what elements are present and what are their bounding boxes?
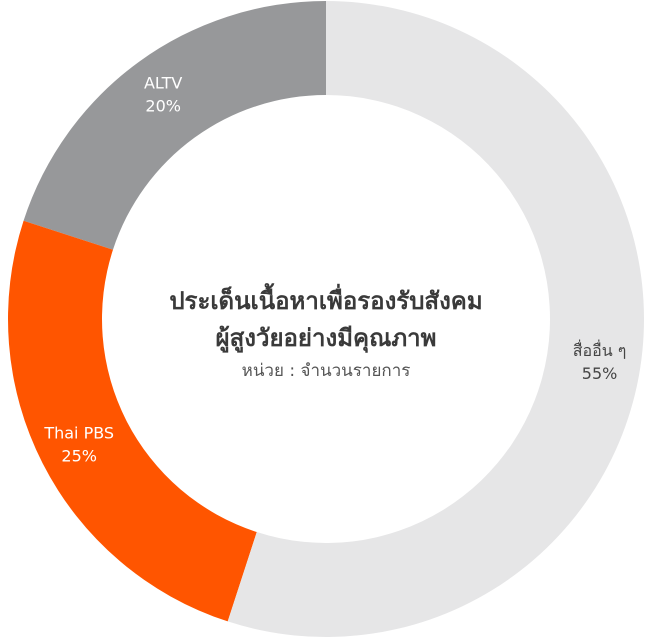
value-label: 55% [582, 364, 618, 383]
chart-title: ประเด็นเนื้อหาเพื่อรองรับสังคม [169, 282, 482, 315]
value-label: 20% [145, 96, 181, 115]
slice [227, 1, 645, 637]
slice-label: ALTV [144, 73, 182, 92]
slice-label: สื่ออื่น ๆ [573, 339, 627, 360]
value-label: 25% [61, 446, 97, 465]
slice-label: Thai PBS [43, 423, 114, 442]
slice [8, 220, 257, 622]
chart-title: ผู้สูงวัยอย่างมีคุณภาพ [216, 324, 437, 354]
slice [23, 1, 327, 250]
chart-subtitle: หน่วย : จำนวนรายการ [242, 361, 411, 381]
